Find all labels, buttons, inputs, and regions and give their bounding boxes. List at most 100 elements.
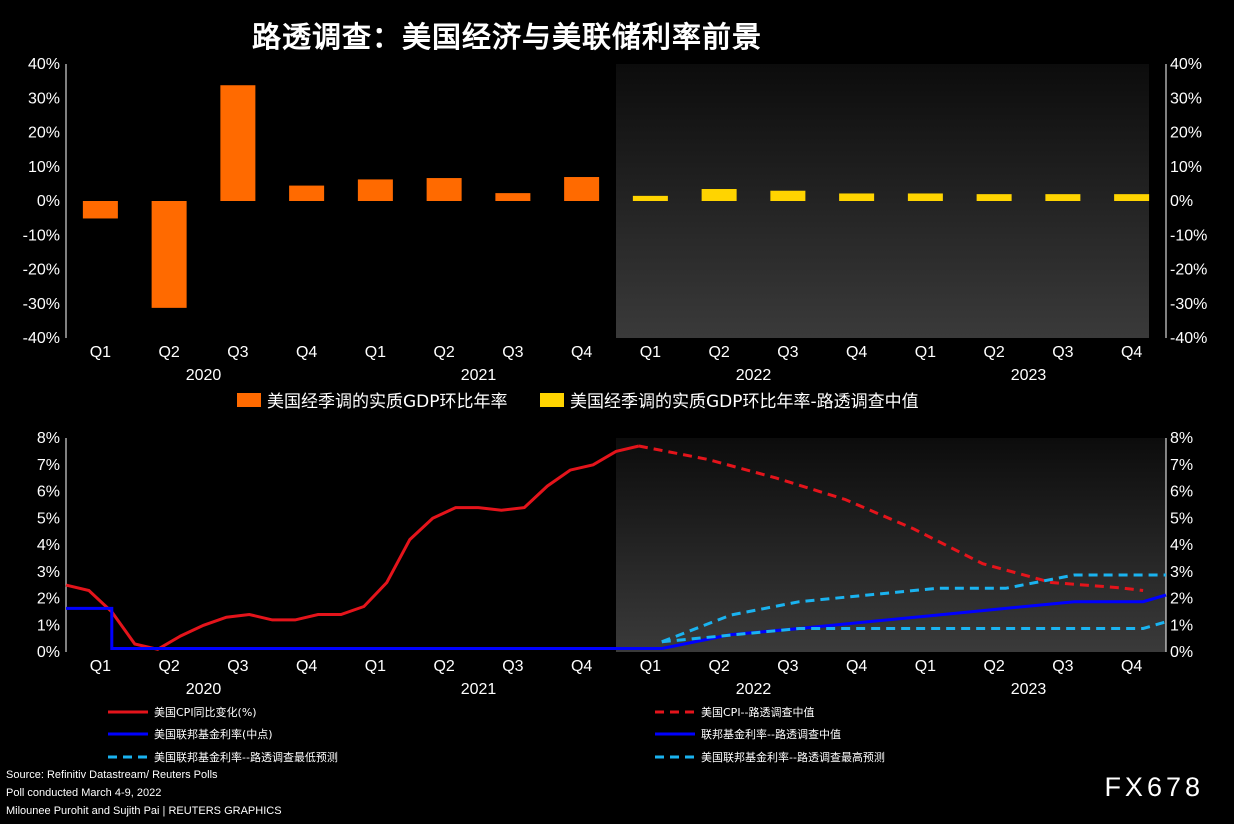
forecast-shading: [616, 438, 1166, 652]
x-tick-quarter: Q2: [983, 344, 1004, 361]
brand-watermark: FX678: [1104, 772, 1204, 802]
x-tick-quarter: Q1: [915, 344, 936, 361]
x-tick-quarter: Q4: [846, 344, 867, 361]
x-tick-year: 2021: [461, 681, 497, 698]
y-tick-right: 0%: [1170, 193, 1193, 210]
y-tick-left: 6%: [37, 484, 60, 501]
series-line: [65, 444, 640, 651]
gdp-bar: [907, 193, 943, 201]
gdp-bar: [770, 190, 806, 201]
series-line: [66, 606, 662, 650]
x-tick-year: 2023: [1011, 681, 1047, 698]
x-tick-quarter: Q3: [777, 344, 798, 361]
gdp-bar: [151, 201, 187, 308]
legend-label: 联邦基金利率--路透调查中值: [701, 727, 841, 741]
x-tick-quarter: Q3: [1052, 344, 1073, 361]
legend-label: 美国CPI--路透调查中值: [701, 705, 815, 719]
y-tick-right: 10%: [1170, 159, 1202, 176]
x-tick-year: 2020: [186, 681, 222, 698]
y-tick-right: 7%: [1170, 457, 1193, 474]
x-tick-year: 2021: [461, 367, 497, 384]
legend-swatch: [540, 393, 564, 407]
gdp-bar: [564, 177, 600, 201]
y-tick-left: -20%: [23, 262, 60, 279]
gdp-bar: [220, 85, 256, 201]
legend-label: 美国联邦基金利率--路透调查最高预测: [701, 750, 885, 764]
series-line: [638, 444, 1144, 592]
x-tick-quarter: Q1: [90, 344, 111, 361]
y-tick-right: 5%: [1170, 510, 1193, 527]
x-tick-quarter: Q2: [708, 658, 729, 675]
x-tick-quarter: Q2: [158, 344, 179, 361]
y-tick-right: -10%: [1170, 227, 1207, 244]
x-tick-quarter: Q1: [365, 658, 386, 675]
series-line: [661, 573, 1166, 644]
y-tick-left: 8%: [37, 430, 60, 447]
gdp-bar: [976, 194, 1012, 201]
y-tick-left: 2%: [37, 591, 60, 608]
x-tick-quarter: Q1: [915, 658, 936, 675]
y-tick-left: -30%: [23, 296, 60, 313]
y-tick-right: 8%: [1170, 430, 1193, 447]
x-tick-quarter: Q4: [571, 658, 592, 675]
x-tick-quarter: Q4: [1121, 658, 1142, 675]
x-tick-year: 2023: [1011, 367, 1047, 384]
y-tick-right: 4%: [1170, 537, 1193, 554]
y-tick-left: 1%: [37, 617, 60, 634]
y-tick-right: -40%: [1170, 330, 1207, 347]
y-tick-left: -10%: [23, 227, 60, 244]
gdp-bar: [495, 193, 531, 201]
gdp-bar: [82, 201, 118, 219]
y-tick-left: -40%: [23, 330, 60, 347]
legend-label: 美国联邦基金利率(中点): [154, 727, 273, 741]
series-line: [661, 620, 1167, 644]
y-tick-left: 30%: [28, 90, 60, 107]
source-note: Source: Refinitiv Datastream/ Reuters Po…: [6, 769, 218, 781]
x-tick-quarter: Q2: [433, 344, 454, 361]
x-tick-year: 2022: [736, 681, 772, 698]
x-tick-quarter: Q4: [1121, 344, 1142, 361]
gdp-bar-chart: 40% 40% 30% 30% 20% 20% 10% 10% 0% 0% -10% -10% -20%…: [23, 56, 1208, 384]
legend-label: 美国联邦基金利率--路透调查最低预测: [154, 750, 338, 764]
x-tick-quarter: Q3: [502, 658, 523, 675]
y-tick-right: 30%: [1170, 90, 1202, 107]
cpi-rate-line-chart: 8% 8% 7% 7% 6% 6% 5% 5% 4% 4% 3% 3% 2% 2% 1% 1% 0% 0% Q1 Q2…: [37, 430, 1193, 698]
x-tick-quarter: Q4: [846, 658, 867, 675]
gdp-bar: [289, 185, 325, 201]
x-tick-year: 2022: [736, 367, 772, 384]
y-tick-right: 3%: [1170, 564, 1193, 581]
legend-label: 美国经季调的实质GDP环比年率: [267, 392, 508, 412]
x-tick-year: 2020: [186, 367, 222, 384]
x-tick-quarter: Q3: [777, 658, 798, 675]
x-tick-quarter: Q3: [227, 658, 248, 675]
x-tick-quarter: Q3: [502, 344, 523, 361]
y-tick-right: 0%: [1170, 644, 1193, 661]
y-tick-right: 1%: [1170, 617, 1193, 634]
x-tick-quarter: Q4: [296, 658, 317, 675]
x-tick-quarter: Q1: [640, 658, 661, 675]
y-tick-right: -30%: [1170, 296, 1207, 313]
gdp-bar: [1114, 194, 1150, 201]
y-tick-right: 20%: [1170, 125, 1202, 142]
poll-note: Poll conducted March 4-9, 2022: [6, 787, 162, 799]
x-tick-quarter: Q3: [227, 344, 248, 361]
legend-label: 美国经季调的实质GDP环比年率-路透调查中值: [570, 392, 919, 412]
chart-title: 路透调查：美国经济与美联储利率前景: [251, 20, 762, 54]
gdp-bar: [357, 179, 393, 201]
x-tick-quarter: Q2: [983, 658, 1004, 675]
y-tick-left: 0%: [37, 193, 60, 210]
authors-note: Milounee Purohit and Sujith Pai | REUTER…: [6, 805, 282, 817]
y-tick-right: 40%: [1170, 56, 1202, 73]
x-tick-quarter: Q1: [90, 658, 111, 675]
x-tick-quarter: Q1: [640, 344, 661, 361]
gdp-bar: [701, 189, 737, 201]
y-tick-left: 7%: [37, 457, 60, 474]
legend-label: 美国CPI同比变化(%): [154, 705, 257, 719]
y-tick-left: 0%: [37, 644, 60, 661]
y-tick-left: 10%: [28, 159, 60, 176]
x-tick-quarter: Q4: [296, 344, 317, 361]
x-tick-quarter: Q3: [1052, 658, 1073, 675]
gdp-bar: [426, 178, 462, 201]
y-tick-right: -20%: [1170, 262, 1207, 279]
